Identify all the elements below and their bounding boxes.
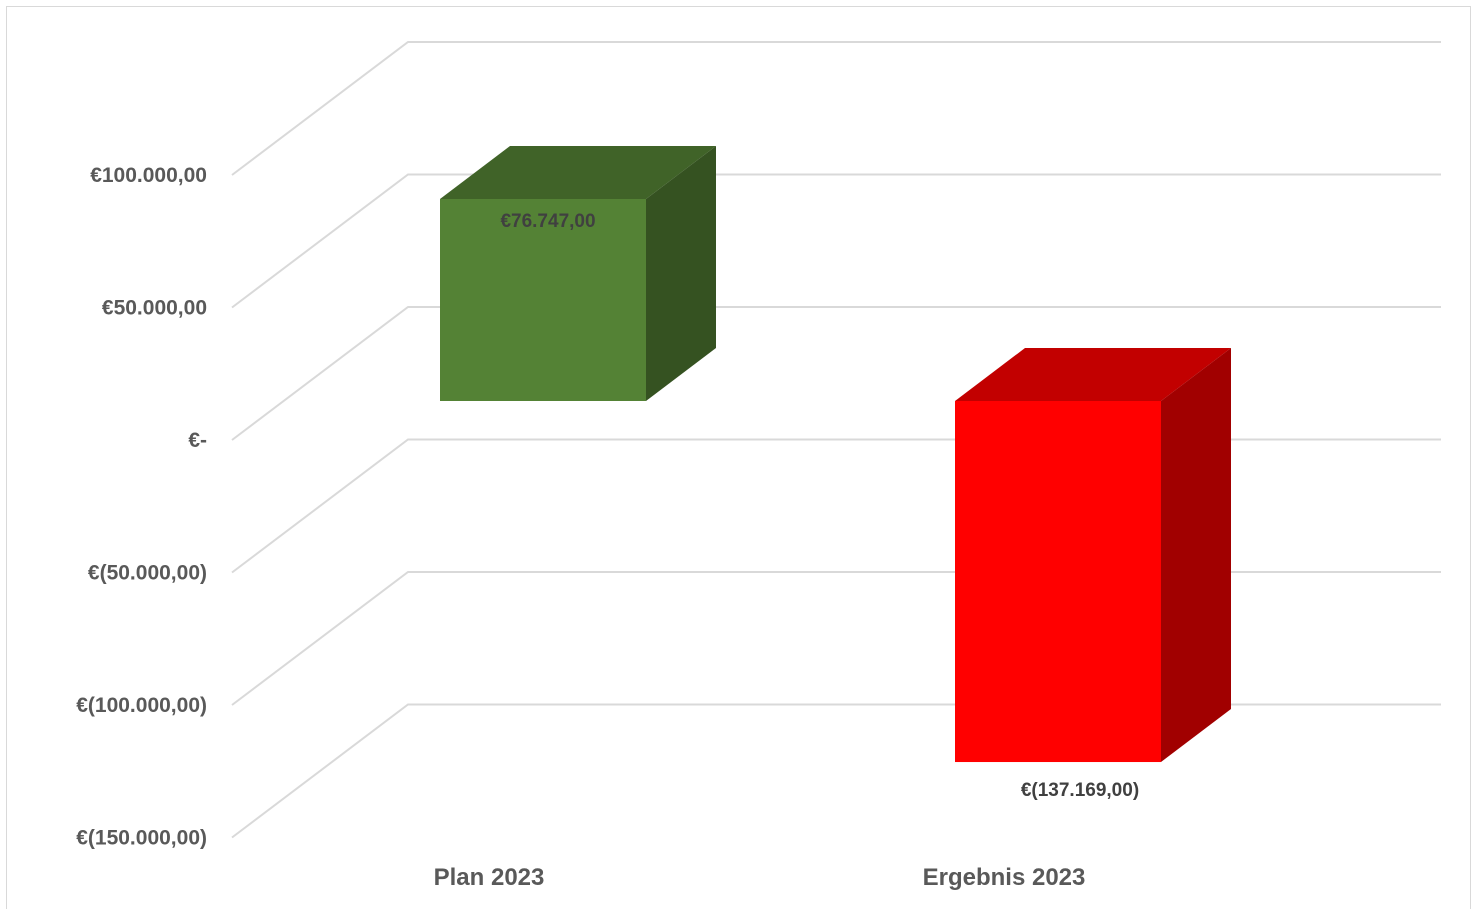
bar: [440, 146, 716, 401]
y-tick-label: €(150.000,00): [76, 827, 207, 850]
category-label: Ergebnis 2023: [923, 864, 1086, 891]
bar-top-face: [955, 348, 1231, 401]
bar-front-face: [955, 401, 1161, 763]
y-tick-label: €(100.000,00): [76, 694, 207, 717]
bar-front-face: [440, 199, 646, 401]
y-tick-label: €100.000,00: [90, 164, 207, 187]
bar: [955, 348, 1231, 763]
category-label: Plan 2023: [434, 864, 545, 891]
data-label: €(137.169,00): [1021, 780, 1139, 801]
category-labels: Plan 2023 Ergebnis 2023: [434, 864, 1086, 891]
gridline: [231, 306, 1441, 441]
bar-side-face: [646, 146, 716, 401]
data-label: €76.747,00: [500, 211, 595, 232]
y-axis-tick-labels: €100.000,00 €50.000,00 €- €(50.000,00) €(100…: [76, 164, 207, 850]
bars: [440, 146, 1231, 763]
gridline: [231, 438, 1441, 574]
gridlines: [231, 41, 1441, 839]
bar-top-face: [440, 146, 716, 199]
data-labels: €76.747,00 €(137.169,00): [500, 211, 1139, 801]
y-tick-label: €50.000,00: [102, 297, 207, 320]
y-tick-label: €(50.000,00): [88, 562, 207, 585]
gridline: [231, 571, 1441, 706]
gridline: [231, 703, 1441, 839]
gridline: [231, 173, 1441, 309]
bar-side-face: [1161, 348, 1231, 763]
gridline: [231, 41, 1441, 176]
y-tick-label: €-: [188, 429, 207, 452]
